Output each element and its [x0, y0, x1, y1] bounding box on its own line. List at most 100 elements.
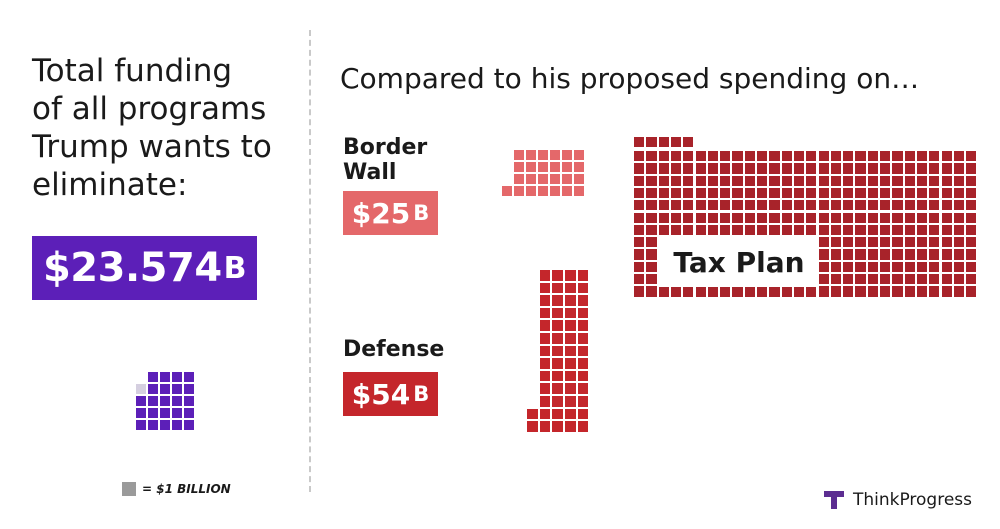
- waffle-square: [830, 187, 842, 199]
- waffle-square: [538, 174, 548, 184]
- waffle-square: [565, 307, 576, 319]
- subtitle: Compared to his proposed spending on…: [340, 62, 920, 95]
- waffle-square: [695, 151, 706, 162]
- waffle-square: [757, 286, 768, 297]
- waffle-square: [855, 224, 866, 236]
- waffle-square: [806, 163, 817, 174]
- defense-badge: $54 B: [343, 372, 438, 416]
- waffle-square: [695, 187, 706, 199]
- waffle-square: [929, 151, 940, 162]
- waffle-square: [855, 163, 866, 174]
- waffle-square: [806, 187, 817, 199]
- waffle-square: [929, 187, 940, 199]
- waffle-square: [781, 175, 792, 186]
- waffle-square: [670, 136, 682, 147]
- waffle-square: [966, 187, 977, 199]
- waffle-square: [892, 200, 903, 211]
- waffle-square: [577, 383, 589, 394]
- waffle-square: [527, 408, 538, 420]
- waffle-square: [720, 163, 731, 174]
- waffle-square: [646, 261, 657, 272]
- waffle-square: [953, 274, 965, 285]
- waffle-square: [929, 212, 940, 223]
- waffle-square: [830, 175, 842, 186]
- waffle-square: [892, 286, 903, 297]
- waffle-square: [916, 200, 928, 211]
- waffle-square: [929, 261, 940, 272]
- waffle-square: [565, 320, 576, 331]
- waffle-square: [830, 286, 842, 297]
- waffle-square: [707, 187, 719, 199]
- waffle-square: [683, 151, 694, 162]
- waffle-square: [904, 224, 915, 236]
- waffle-square: [526, 150, 536, 160]
- waffle-square: [757, 200, 768, 211]
- waffle-square: [577, 333, 589, 344]
- waffle-square: [658, 224, 669, 236]
- waffle-square: [867, 249, 878, 260]
- waffle-square: [552, 408, 563, 420]
- waffle-square: [855, 261, 866, 272]
- waffle-square: [966, 224, 977, 236]
- waffle-square: [646, 237, 657, 248]
- waffle-square: [757, 151, 768, 162]
- waffle-square: [892, 249, 903, 260]
- waffle-square: [855, 212, 866, 223]
- waffle-square: [953, 175, 965, 186]
- waffle-square: [843, 261, 854, 272]
- waffle-square: [966, 163, 977, 174]
- waffle-square: [966, 261, 977, 272]
- waffle-square: [577, 370, 589, 382]
- waffle-square: [707, 151, 719, 162]
- waffle-square: [904, 286, 915, 297]
- heading-line: Total funding: [32, 53, 233, 89]
- waffle-square: [880, 175, 891, 186]
- left-heading: Total funding of all programs Trump want…: [32, 52, 302, 204]
- waffle-square: [577, 396, 589, 407]
- border-wall-unit: B: [413, 201, 430, 225]
- legend-swatch: [122, 482, 136, 496]
- waffle-square: [855, 175, 866, 186]
- waffle-square: [929, 224, 940, 236]
- waffle-square: [781, 163, 792, 174]
- waffle-square: [941, 151, 952, 162]
- waffle-square: [904, 274, 915, 285]
- waffle-square: [757, 187, 768, 199]
- waffle-square: [634, 274, 645, 285]
- waffle-square: [646, 136, 657, 147]
- waffle-square: [867, 187, 878, 199]
- waffle-square: [634, 224, 645, 236]
- waffle-square: [916, 151, 928, 162]
- waffle-square: [806, 224, 817, 236]
- waffle-square: [953, 200, 965, 211]
- waffle-square: [757, 175, 768, 186]
- waffle-square: [732, 187, 743, 199]
- waffle-square: [929, 163, 940, 174]
- waffle-square: [953, 237, 965, 248]
- waffle-square: [892, 261, 903, 272]
- waffle-square: [552, 307, 563, 319]
- waffle-square: [855, 187, 866, 199]
- waffle-square: [793, 224, 805, 236]
- waffle-square: [830, 261, 842, 272]
- waffle-square: [818, 200, 829, 211]
- waffle-square: [683, 187, 694, 199]
- waffle-square: [634, 151, 645, 162]
- waffle-square: [769, 224, 780, 236]
- waffle-square: [867, 212, 878, 223]
- waffle-square: [670, 286, 682, 297]
- waffle-square: [720, 187, 731, 199]
- waffle-square: [720, 224, 731, 236]
- waffle-square: [953, 163, 965, 174]
- waffle-square: [527, 421, 538, 432]
- waffle-square: [769, 200, 780, 211]
- waffle-square: [916, 274, 928, 285]
- waffle-square: [732, 224, 743, 236]
- waffle-square: [867, 237, 878, 248]
- waffle-square: [843, 200, 854, 211]
- tax-plan-label: Tax Plan: [659, 237, 819, 287]
- waffle-square: [552, 396, 563, 407]
- border-wall-amount: $25: [351, 196, 411, 230]
- waffle-square: [539, 307, 551, 319]
- waffle-square: [565, 345, 576, 357]
